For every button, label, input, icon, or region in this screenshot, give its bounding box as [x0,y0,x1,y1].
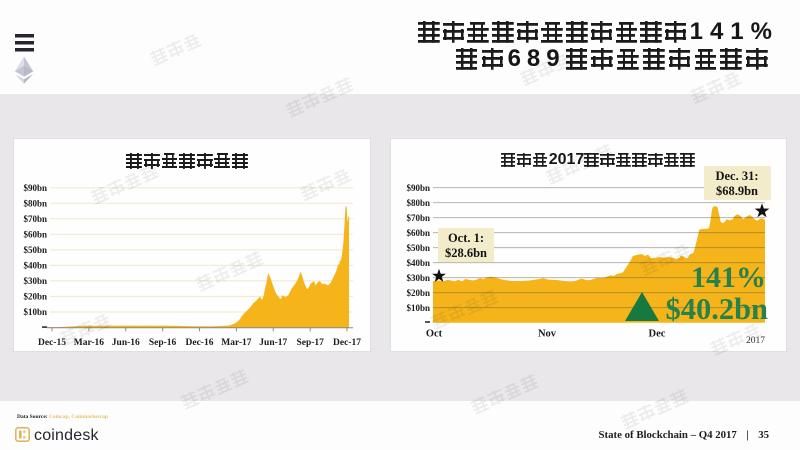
svg-text:$28.6bn: $28.6bn [445,246,487,260]
svg-text:Mar-16: Mar-16 [74,338,104,348]
svg-text:Sep-17: Sep-17 [296,338,324,348]
svg-text:Jun-17: Jun-17 [259,338,287,348]
svg-text:Dec-16: Dec-16 [186,338,214,348]
svg-text:Mar-17: Mar-17 [221,338,251,348]
svg-text:Dec-15: Dec-15 [38,338,66,348]
svg-text:$68.9bn: $68.9bn [716,184,758,198]
svg-text:$40bn: $40bn [406,258,430,268]
svg-text:$80bn: $80bn [23,199,47,209]
svg-text:$30bn: $30bn [406,273,430,283]
svg-text:Jun-16: Jun-16 [112,338,140,348]
svg-text:$80bn: $80bn [406,198,430,208]
svg-text:$30bn: $30bn [23,276,47,286]
svg-text:Sep-16: Sep-16 [149,338,177,348]
svg-text:$40.2bn: $40.2bn [665,292,768,326]
svg-text:2017: 2017 [746,336,765,346]
svg-text:Oct: Oct [426,329,443,340]
svg-text:141%: 141% [691,261,766,294]
svg-text:$10bn: $10bn [406,303,430,313]
svg-text:Dec: Dec [649,329,666,340]
svg-text:Oct. 1:: Oct. 1: [448,231,484,245]
svg-text:$90bn: $90bn [406,183,430,193]
svg-text:Nov: Nov [538,329,557,340]
svg-text:$20bn: $20bn [406,288,430,298]
svg-text:$70bn: $70bn [23,214,47,224]
svg-text:$70bn: $70bn [406,213,430,223]
svg-text:$40bn: $40bn [23,261,47,271]
svg-text:$50bn: $50bn [23,245,47,255]
svg-text:$10bn: $10bn [23,307,47,317]
svg-text:$50bn: $50bn [406,243,430,253]
svg-text:Dec. 31:: Dec. 31: [715,169,758,183]
svg-text:$90bn: $90bn [23,183,47,193]
svg-text:$20bn: $20bn [23,292,47,302]
svg-text:$60bn: $60bn [406,228,430,238]
svg-text:Dec-17: Dec-17 [333,338,361,348]
svg-text:$60bn: $60bn [23,230,47,240]
